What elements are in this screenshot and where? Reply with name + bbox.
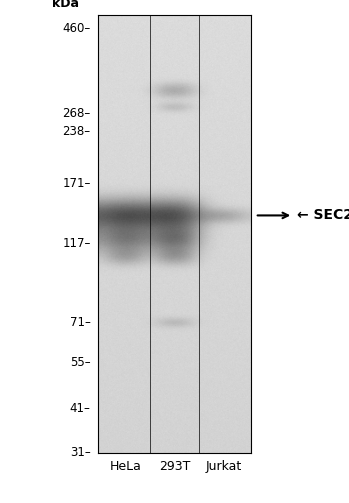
- Text: 460–: 460–: [62, 22, 91, 35]
- Text: 117–: 117–: [62, 237, 91, 250]
- Text: 55–: 55–: [70, 356, 91, 369]
- Text: 293T: 293T: [159, 460, 190, 473]
- Text: 41–: 41–: [70, 402, 91, 415]
- Text: HeLa: HeLa: [110, 460, 141, 473]
- Text: Jurkat: Jurkat: [206, 460, 242, 473]
- Text: 238–: 238–: [62, 125, 91, 138]
- Text: 71–: 71–: [70, 316, 91, 329]
- Text: 31–: 31–: [70, 446, 91, 459]
- Text: 171–: 171–: [62, 178, 91, 191]
- Text: ← SEC24B: ← SEC24B: [297, 208, 349, 222]
- Text: 268–: 268–: [62, 107, 91, 120]
- Text: kDa: kDa: [52, 0, 79, 10]
